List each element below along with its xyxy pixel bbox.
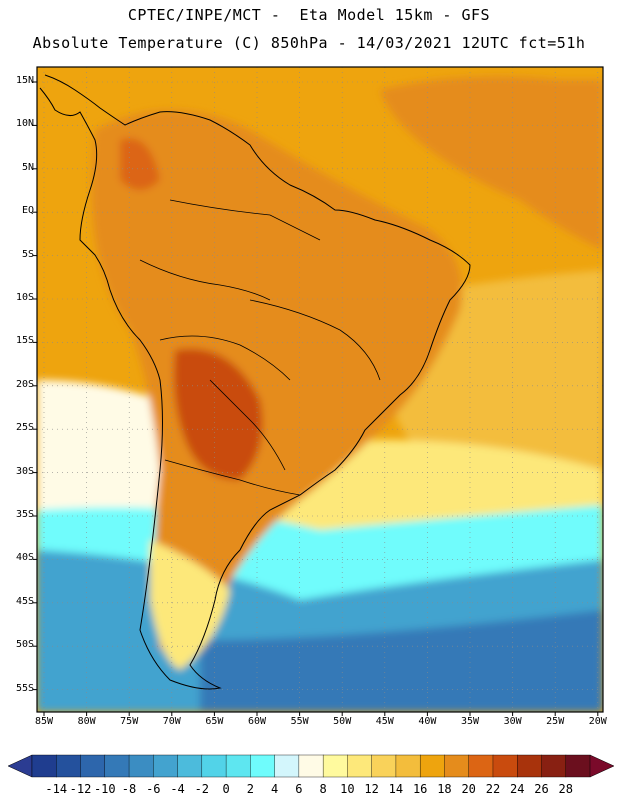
- colorbar-swatch-9: [250, 754, 276, 778]
- axis-ticks: [33, 81, 599, 716]
- colorbar-label--2: -2: [194, 782, 210, 796]
- map-frame: [36, 66, 604, 713]
- northern-hot-spot: [120, 138, 160, 190]
- colorbar-swatch-0: [31, 754, 57, 778]
- colorbar-label-16: 16: [412, 782, 428, 796]
- lat-label-50S: 50S: [15, 639, 34, 651]
- warm-atlantic-zone: [380, 76, 603, 251]
- lon-label-85W: 85W: [34, 716, 54, 727]
- lat-label-EQ: EQ: [21, 205, 34, 217]
- patagonia-cool: [150, 540, 230, 670]
- colorbar-swatch-8: [225, 754, 251, 778]
- colorbar-swatch-18: [468, 754, 494, 778]
- colorbar-label-2: 2: [246, 782, 254, 796]
- colorbar-over-arrow: [589, 754, 615, 778]
- lon-label-55W: 55W: [290, 716, 309, 727]
- colorbar-label-26: 26: [534, 782, 549, 796]
- lon-label-25W: 25W: [546, 716, 565, 727]
- colorbar-label--10: -10: [93, 782, 116, 796]
- colorbar-swatch-19: [492, 754, 518, 778]
- lat-label-20S: 20S: [15, 378, 34, 390]
- colorbar-label-8: 8: [319, 782, 327, 796]
- lat-label-10S: 10S: [15, 292, 34, 303]
- colorbar-swatch-22: [565, 754, 591, 778]
- colorbar-label-12: 12: [364, 782, 379, 796]
- colorbar-swatch-1: [56, 754, 82, 778]
- lon-label-30W: 30W: [503, 716, 522, 727]
- pale-pacific-zone: [37, 380, 170, 520]
- lat-label-45S: 45S: [15, 595, 34, 607]
- lon-label-75W: 75W: [120, 716, 139, 727]
- colorbar-label-10: 10: [340, 782, 355, 796]
- colorbar-swatch-13: [347, 754, 373, 778]
- colorbar-swatch-3: [104, 754, 130, 778]
- coldest-band: [200, 610, 603, 712]
- colorbar-label--8: -8: [121, 782, 137, 796]
- colorbar-swatch-10: [274, 754, 300, 778]
- lon-label-40W: 40W: [418, 716, 437, 727]
- colorbar-label-28: 28: [558, 782, 573, 796]
- lat-label-15N: 15N: [15, 75, 34, 86]
- lat-label-5N: 5N: [21, 161, 34, 173]
- title-line-2: Absolute Temperature (C) 850hPa - 14/03/…: [32, 34, 586, 52]
- colorbar-label-14: 14: [388, 782, 404, 796]
- colorbar-swatch-14: [371, 754, 397, 778]
- colorbar-label--6: -6: [146, 782, 161, 796]
- colorbar-swatch-20: [517, 754, 542, 778]
- lat-label-25S: 25S: [15, 422, 34, 434]
- colorbar-label-0: 0: [222, 782, 230, 796]
- continent-field: [91, 110, 463, 650]
- lon-label-35W: 35W: [460, 716, 480, 727]
- lon-label-80W: 80W: [77, 716, 96, 727]
- lon-label-60W: 60W: [247, 716, 267, 727]
- colorbar-swatch-7: [201, 754, 227, 778]
- colorbar-label-4: 4: [270, 782, 279, 796]
- lat-label-35S: 35S: [15, 509, 34, 520]
- colorbar: [7, 754, 615, 778]
- lat-label-30S: 30S: [15, 465, 34, 477]
- colorbar-swatch-16: [419, 754, 445, 778]
- lon-label-70W: 70W: [162, 716, 181, 727]
- colorbar-label-22: 22: [485, 782, 501, 796]
- lat-label-40S: 40S: [15, 552, 34, 564]
- colorbar-swatch-5: [153, 754, 179, 778]
- lat-label-10N: 10N: [15, 118, 34, 130]
- colorbar-label-24: 24: [509, 782, 525, 796]
- lon-label-50W: 50W: [333, 716, 352, 727]
- colorbar-label--12: -12: [69, 782, 92, 796]
- colorbar-swatch-12: [322, 754, 348, 778]
- south-america-coastline: [39, 74, 471, 690]
- colorbar-swatch-17: [444, 754, 470, 778]
- colorbar-swatch-21: [541, 754, 567, 778]
- colorbar-label-6: 6: [295, 782, 303, 796]
- lon-label-20W: 20W: [588, 716, 607, 727]
- colorbar-under-arrow: [7, 754, 33, 778]
- colorbar-label--4: -4: [170, 782, 185, 796]
- colorbar-swatch-4: [128, 754, 154, 778]
- colorbar-swatch-15: [395, 754, 421, 778]
- colorbar-label--14: -14: [45, 782, 68, 796]
- hot-core: [173, 348, 263, 480]
- lat-label-5S: 5S: [21, 248, 34, 260]
- lat-label-55S: 55S: [15, 682, 34, 694]
- colorbar-swatch-11: [298, 754, 324, 778]
- lon-label-45W: 45W: [375, 716, 394, 727]
- colorbar-label-20: 20: [461, 782, 476, 796]
- title-line-1: CPTEC/INPE/MCT - Eta Model 15km - GFS: [127, 6, 491, 24]
- colorbar-label-18: 18: [437, 782, 452, 796]
- colorbar-swatch-6: [177, 754, 203, 778]
- lon-label-65W: 65W: [205, 716, 224, 727]
- colorbar-swatch-2: [80, 754, 106, 778]
- country-borders: [139, 199, 381, 496]
- lat-label-15S: 15S: [15, 335, 34, 347]
